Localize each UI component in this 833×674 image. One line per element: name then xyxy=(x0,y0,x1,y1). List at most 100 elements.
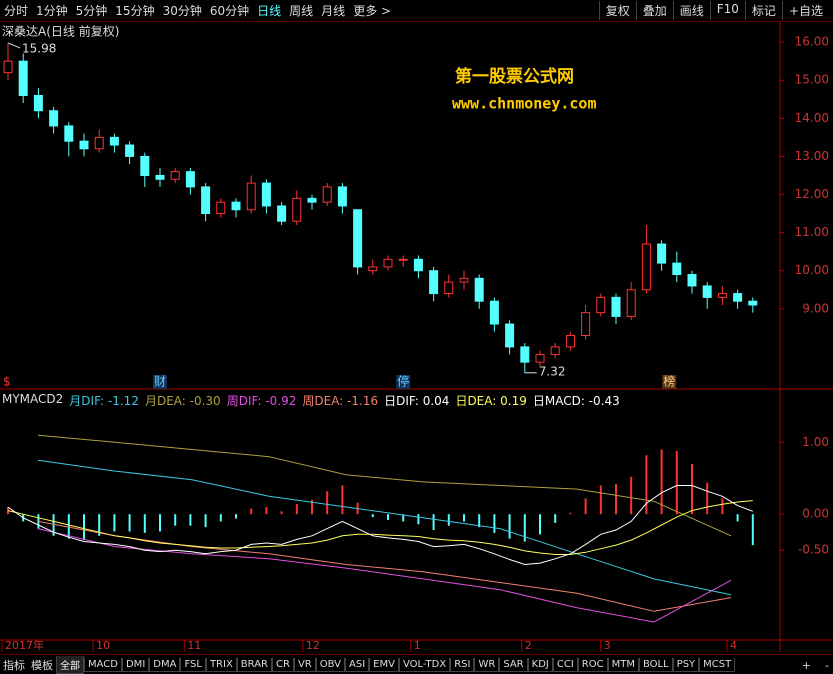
candle-body xyxy=(717,293,727,298)
period-tab[interactable]: 15分钟 xyxy=(115,4,155,18)
candle-body xyxy=(322,186,332,203)
indicator-tab[interactable]: ASI xyxy=(345,658,370,672)
candle-body xyxy=(657,243,667,264)
macd-bar xyxy=(265,507,268,515)
candle-body xyxy=(596,296,606,314)
indicator-tab[interactable]: DMI xyxy=(121,658,150,672)
candle-body xyxy=(33,94,43,112)
indicator-tab[interactable]: MTM xyxy=(607,658,639,672)
indicator-tab[interactable]: WR xyxy=(474,658,500,672)
period-tab[interactable]: 60分钟 xyxy=(209,4,250,18)
tool-button[interactable]: +自选 xyxy=(781,1,829,20)
indicator-tab[interactable]: VOL-TDX xyxy=(398,658,451,672)
min-price-label: 7.32 xyxy=(539,364,566,378)
macd-bar xyxy=(174,514,177,526)
macd-bar xyxy=(417,514,420,525)
period-tab[interactable]: 分时 xyxy=(4,4,29,18)
macd-bar xyxy=(508,514,511,539)
indicator-tab[interactable]: BRAR xyxy=(236,658,272,672)
indicator-tab[interactable]: FSL xyxy=(180,658,206,672)
indicator-tab[interactable]: RSI xyxy=(450,658,475,672)
legend-entry: 日DIF: 0.04 xyxy=(384,394,450,408)
indicator-name: MYMACD2 xyxy=(2,392,64,406)
indicator-tab[interactable]: EMV xyxy=(369,658,399,672)
candle-body xyxy=(383,258,393,268)
candle-body xyxy=(64,125,74,142)
candle-body xyxy=(398,258,408,261)
macd-bar xyxy=(478,514,481,528)
tool-button[interactable]: 复权 xyxy=(598,1,636,20)
indicator-tab[interactable]: MCST xyxy=(699,658,736,672)
macd-bar xyxy=(143,514,146,533)
stock-title: 深桑达A(日线 前复权) xyxy=(2,24,119,39)
macd-bar xyxy=(128,514,131,532)
menu-item[interactable]: 模板 xyxy=(31,659,53,672)
x-tick-label: 11 xyxy=(187,639,201,652)
candle-body xyxy=(672,262,682,276)
indicator-tab[interactable]: VR xyxy=(293,658,316,672)
macd-bar xyxy=(463,514,465,522)
y-tick-label: -0.50 xyxy=(798,543,829,557)
candle-body xyxy=(170,171,180,180)
indicator-tab[interactable]: PSY xyxy=(672,658,700,672)
indicator-tab[interactable]: MACD xyxy=(84,658,122,672)
candle-body xyxy=(444,281,454,295)
indicator-tab[interactable]: SAR xyxy=(499,658,528,672)
candle-body xyxy=(277,205,287,222)
macd-bar xyxy=(615,484,617,515)
legend-entry: 月DIF: -1.12 xyxy=(69,394,139,408)
candle-body xyxy=(49,110,59,127)
menu-item[interactable]: 指标 xyxy=(3,659,25,672)
max-price-label: 15.98 xyxy=(22,41,56,55)
legend-entry: 日MACD: -0.43 xyxy=(532,394,620,408)
macd-bar xyxy=(751,514,754,546)
y-tick-label: 10.00 xyxy=(795,263,829,277)
candle-body xyxy=(337,186,347,207)
tool-button[interactable]: 标记 xyxy=(744,1,782,20)
candle-body xyxy=(505,323,515,348)
period-tab[interactable]: 更多 > xyxy=(353,4,392,18)
tool-button[interactable]: 画线 xyxy=(672,1,710,20)
zoom-buttons: + - xyxy=(802,659,829,672)
indicator-tab[interactable]: KDJ xyxy=(527,658,553,672)
x-tick-label: 2017年 xyxy=(5,638,44,652)
indicator-tab[interactable]: OBV xyxy=(315,658,345,672)
zoom-button[interactable]: + xyxy=(801,658,812,672)
indicator-tab[interactable]: BOLL xyxy=(638,658,673,672)
indicator-line xyxy=(7,500,753,555)
macd-bar xyxy=(159,514,161,532)
tool-button[interactable]: 叠加 xyxy=(635,1,673,20)
period-tab[interactable]: 月线 xyxy=(321,4,346,18)
candle-body xyxy=(125,144,135,157)
y-tick-label: 1.00 xyxy=(802,435,829,449)
candle-body xyxy=(216,201,226,215)
macd-bar xyxy=(219,514,222,522)
x-tick-label: 1 xyxy=(414,639,421,652)
x-tick-label: 12 xyxy=(306,639,320,652)
indicator-line xyxy=(37,528,732,623)
x-tick-label: 3 xyxy=(604,639,611,652)
y-tick-label: 9.00 xyxy=(802,301,829,315)
indicator-tab[interactable]: ROC xyxy=(577,658,608,672)
candle-body xyxy=(140,155,150,176)
period-tab[interactable]: 日线 xyxy=(257,4,282,18)
zoom-button[interactable]: - xyxy=(825,658,829,672)
period-tab[interactable]: 1分钟 xyxy=(36,4,68,18)
event-marker-bg xyxy=(662,375,677,389)
indicator-tab[interactable]: TRIX xyxy=(205,658,237,672)
indicator-tab[interactable]: DMA xyxy=(149,658,181,672)
indicator-tab[interactable]: 全部 xyxy=(56,656,84,674)
macd-bar xyxy=(204,514,207,528)
macd-bar xyxy=(83,514,85,541)
period-tab[interactable]: 5分钟 xyxy=(75,4,108,18)
tool-button[interactable]: F10 xyxy=(709,1,745,20)
candle-body xyxy=(489,300,499,325)
indicator-tab[interactable]: CR xyxy=(272,658,294,672)
toolbar: 分时 1分钟 5分钟 15分钟 30分钟 60分钟 日线 周线 月线 更多 > 复权 叠加 画线 F10… xyxy=(0,0,833,22)
period-tab[interactable]: 周线 xyxy=(289,4,314,18)
indicator-tab[interactable]: CCI xyxy=(552,658,578,672)
period-tab[interactable]: 30分钟 xyxy=(162,4,202,18)
watermark: www.chnmoney.com xyxy=(452,95,597,113)
